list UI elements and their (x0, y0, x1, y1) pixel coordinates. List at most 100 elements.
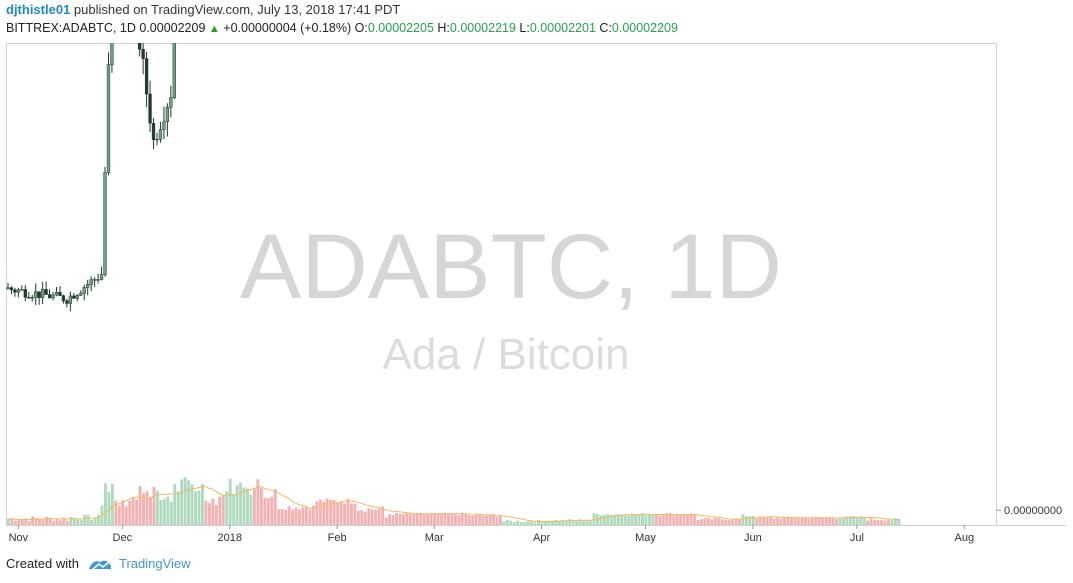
symbol-label: BITTREX:ADABTC, 1D (6, 21, 136, 35)
candle (172, 0, 176, 98)
author-link[interactable]: djthistle01 (6, 2, 71, 17)
volume-bar (665, 513, 669, 525)
volume-bar (401, 514, 405, 525)
volume-bar (654, 514, 658, 525)
volume-bar (745, 516, 748, 525)
volume-bar (225, 491, 229, 525)
volume-bar (207, 503, 211, 525)
volume-bar (440, 514, 443, 525)
volume-bar (689, 513, 693, 525)
volume-bar (561, 519, 565, 525)
volume-bar (883, 520, 887, 525)
candle (68, 295, 73, 304)
volume-bar (557, 521, 561, 525)
volume-bar (537, 519, 540, 525)
candle (103, 172, 107, 275)
volume-bar (887, 519, 890, 525)
volume-bar (13, 520, 17, 525)
x-tick-label: 2018 (218, 532, 242, 544)
volume-bar (433, 513, 437, 525)
volume-bar (509, 520, 513, 525)
volume-bar (318, 499, 322, 525)
tradingview-brand-link[interactable]: TradingView (118, 556, 191, 571)
volume-bar (505, 519, 509, 525)
low-label: L: (519, 21, 530, 35)
volume-bar (97, 514, 100, 525)
low-value: 0.00002201 (529, 21, 596, 35)
volume-bar (211, 498, 215, 525)
change-value: +0.00000004 (+0.18%) (223, 21, 352, 35)
volume-bar (429, 513, 433, 525)
volume-bar (166, 496, 170, 525)
volume-bar (544, 521, 547, 525)
volume-bar (738, 518, 741, 525)
volume-bar (467, 515, 471, 525)
volume-bar (599, 515, 603, 525)
volume-bar (457, 515, 461, 525)
volume-bar (831, 518, 835, 525)
volume-bar (266, 498, 270, 525)
tradingview-logo-icon[interactable] (87, 557, 113, 571)
volume-bar (253, 488, 256, 525)
volume-bar (859, 516, 863, 525)
volume-bar (842, 517, 845, 525)
volume-bar (395, 513, 398, 525)
volume-bar (86, 514, 90, 525)
candle (75, 295, 79, 299)
volume-bar (613, 514, 617, 525)
volume-bar (447, 513, 450, 525)
volume-bar (741, 514, 745, 525)
volume-bar (450, 513, 454, 525)
volume-bar (630, 513, 634, 525)
high-label: H: (437, 21, 450, 35)
volume-bar (142, 493, 145, 525)
volume-bar (214, 505, 218, 525)
candle (13, 289, 17, 293)
volume-bar (325, 498, 329, 525)
volume-bar (474, 514, 478, 525)
volume-bar (48, 517, 52, 525)
volume-bar (17, 520, 21, 525)
candle (96, 279, 100, 281)
volume-bar (893, 518, 897, 525)
watermark-sub: Ada / Bitcoin (382, 330, 629, 379)
volume-bar (492, 514, 495, 525)
volume-bar (76, 519, 80, 525)
volume-bar (658, 515, 662, 525)
volume-bar (45, 516, 48, 525)
open-value: 0.00002205 (367, 21, 434, 35)
volume-bar (20, 518, 24, 525)
volume-bar (862, 517, 866, 525)
volume-bar (706, 517, 710, 525)
volume-bar (790, 517, 793, 525)
volume-bar (145, 491, 149, 525)
volume-bar (786, 516, 790, 525)
candle (27, 297, 31, 299)
x-tick-label: Dec (113, 532, 133, 544)
volume-bar (173, 484, 177, 525)
volume-bar (568, 519, 572, 525)
volume-bar (239, 482, 243, 525)
volume-bar (259, 488, 263, 525)
candle (16, 289, 21, 293)
volume-bar (311, 505, 315, 525)
volume-bar (516, 520, 520, 525)
volume-bar (783, 517, 786, 525)
volume-bar (315, 501, 319, 525)
volume-bar (693, 514, 696, 525)
volume-bar (422, 514, 426, 525)
volume-bar (772, 518, 776, 525)
volume-bar (426, 514, 430, 525)
last-price: 0.00002209 (139, 21, 206, 35)
volume-bar (485, 515, 489, 525)
volume-bar (682, 514, 686, 525)
candle (23, 289, 27, 298)
volume-bar (436, 513, 440, 525)
volume-bar (848, 516, 852, 525)
volume-bar (117, 505, 121, 525)
volume-bar (329, 499, 333, 525)
volume-bar (7, 519, 10, 525)
candle (20, 289, 24, 291)
